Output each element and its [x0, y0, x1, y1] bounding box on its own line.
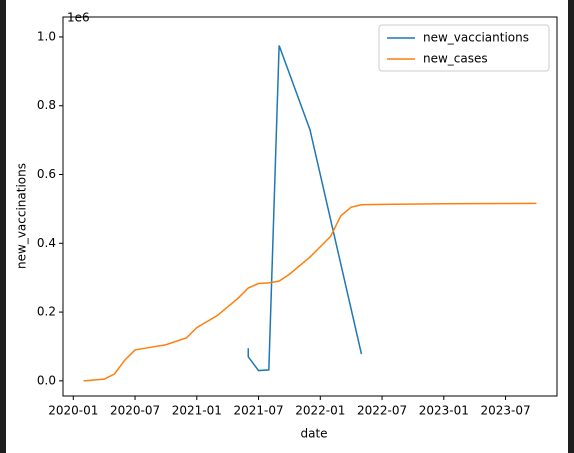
x-tick-label: 2020-01	[48, 404, 98, 418]
x-tick-label: 2022-07	[357, 404, 407, 418]
plot-frame	[62, 16, 558, 397]
chart: 1e6 date new_vaccinations 0.00.20.40.60.…	[6, 0, 568, 453]
y-tick-label: 0.8	[37, 98, 56, 112]
y-tick-label: 0.6	[37, 167, 56, 181]
x-tick-label: 2023-07	[480, 404, 530, 418]
y-axis-label: new_vaccinations	[15, 163, 29, 269]
x-tick-label: 2021-07	[233, 404, 283, 418]
x-tick-label: 2023-01	[419, 404, 469, 418]
series-line	[247, 45, 363, 372]
legend-label: new_vacciantions	[423, 31, 529, 45]
legend: new_vacciantions new_cases	[378, 24, 550, 72]
x-axis-label: date	[300, 427, 327, 441]
y-tick-label: 1.0	[37, 29, 56, 43]
y-tick-label: 0.2	[37, 305, 56, 319]
x-tick-label: 2020-07	[110, 404, 160, 418]
y-tick-label: 0.0	[37, 373, 56, 387]
legend-label: new_cases	[423, 52, 488, 66]
x-tick-label: 2022-01	[295, 404, 345, 418]
series-line	[83, 202, 537, 382]
x-tick-label: 2021-01	[172, 404, 222, 418]
y-tick-label: 0.4	[37, 236, 56, 250]
legend-box	[378, 24, 550, 72]
